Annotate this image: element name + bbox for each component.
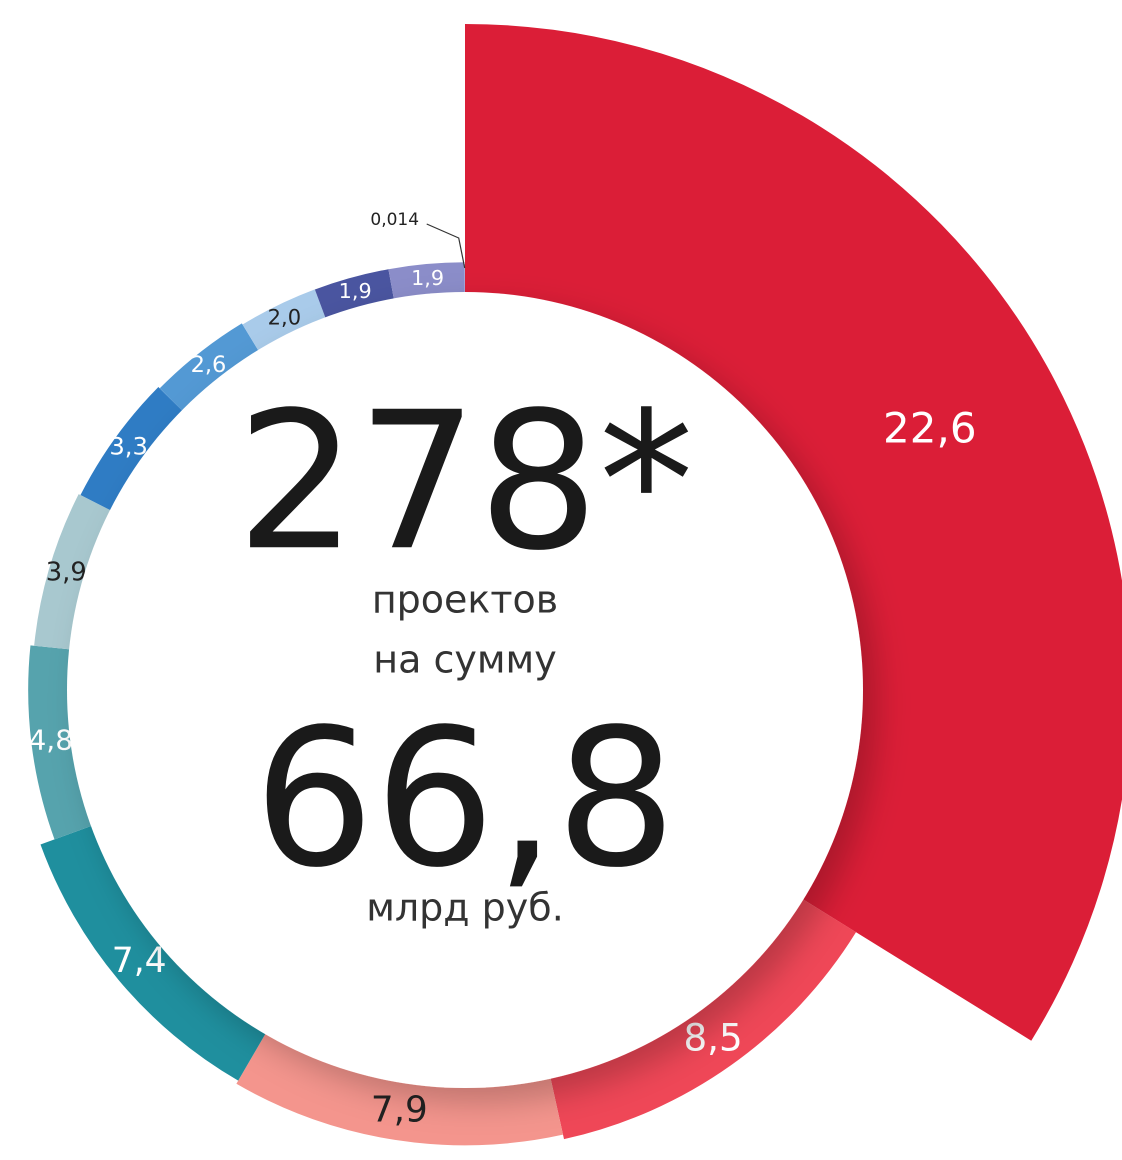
- slice-label: 3,9: [46, 557, 87, 587]
- slice-label: 7,4: [112, 941, 167, 981]
- total-sum: 66,8: [253, 688, 676, 909]
- slice-label: 1,9: [339, 279, 372, 303]
- center-caption: проектов: [372, 578, 558, 622]
- center-caption: млрд руб.: [366, 886, 564, 930]
- slice: [28, 645, 93, 840]
- slice: [314, 269, 395, 320]
- slice: [464, 263, 465, 295]
- slice-label: 8,5: [683, 1015, 742, 1059]
- leader-line: [426, 223, 466, 269]
- slice-label: 22,6: [883, 404, 977, 453]
- slice-label: 2,0: [268, 306, 301, 330]
- slice: [236, 1032, 564, 1146]
- slice: [80, 386, 184, 511]
- slice: [34, 494, 112, 650]
- project-count: 278*: [236, 371, 694, 592]
- slice-label: 0,014: [370, 210, 419, 230]
- slice: [388, 262, 465, 301]
- center-disc: [67, 292, 863, 1088]
- slice: [465, 23, 1122, 1041]
- slice-label: 7,9: [371, 1090, 428, 1131]
- slice-label: 4,8: [28, 723, 73, 756]
- slice-label: 3,3: [109, 432, 148, 461]
- slice: [550, 898, 857, 1140]
- slice: [40, 825, 267, 1081]
- slice-label: 2,6: [191, 352, 227, 378]
- slice-label: 1,9: [411, 266, 444, 290]
- slice: [242, 289, 326, 352]
- slices: 22,6 8,5 7,9 7,4 4,8 3,9 3,3 2,6 2,0 1,9 1,9 0,014: [28, 23, 1122, 1146]
- center-caption: на сумму: [373, 638, 556, 682]
- slice: [159, 323, 260, 412]
